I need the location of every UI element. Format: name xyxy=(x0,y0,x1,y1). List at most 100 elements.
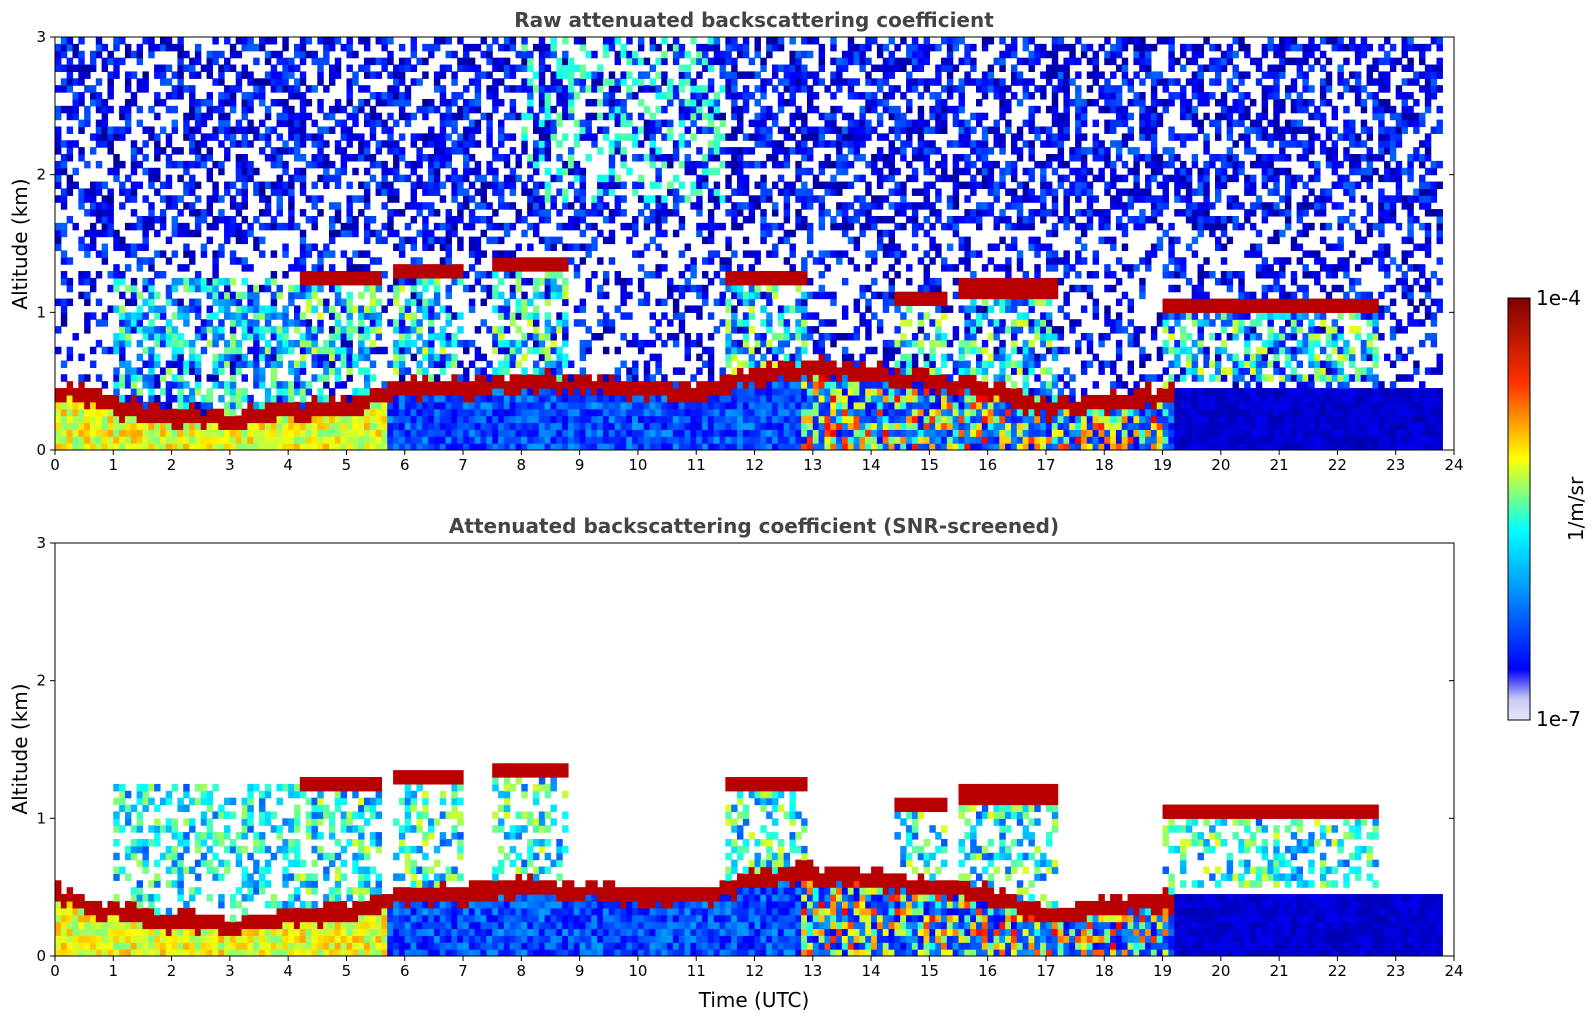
heatmap-cell xyxy=(282,346,289,355)
heatmap-cell xyxy=(556,236,563,245)
heatmap-cell xyxy=(678,436,686,444)
heatmap-cell xyxy=(177,71,184,79)
heatmap-cell xyxy=(731,415,738,424)
heatmap-cell xyxy=(661,388,668,396)
heatmap-cell xyxy=(352,215,359,224)
heatmap-cell xyxy=(748,133,756,141)
heatmap-cell xyxy=(760,339,767,348)
heatmap-cell xyxy=(288,112,295,121)
heatmap-cell xyxy=(177,277,184,286)
heatmap-cell xyxy=(416,174,423,183)
heatmap-cell xyxy=(200,119,208,128)
heatmap-cell xyxy=(253,339,260,348)
heatmap-cell xyxy=(678,112,686,121)
heatmap-cell xyxy=(323,443,330,450)
heatmap-cell xyxy=(224,112,231,121)
heatmap-cell xyxy=(480,50,487,59)
heatmap-cell xyxy=(317,98,324,107)
heatmap-cell xyxy=(591,50,598,59)
heatmap-cell xyxy=(95,140,103,148)
heatmap-cell xyxy=(159,71,167,79)
heatmap-cell xyxy=(492,408,499,417)
heatmap-cell xyxy=(678,85,686,93)
heatmap-cell xyxy=(451,71,458,79)
heatmap-cell xyxy=(707,360,715,368)
heatmap-cell xyxy=(620,408,627,417)
heatmap-cell xyxy=(672,381,680,389)
heatmap-cell xyxy=(381,181,388,190)
heatmap-cell xyxy=(556,422,563,430)
heatmap-cell xyxy=(328,277,336,286)
heatmap-cell xyxy=(614,133,622,141)
heatmap-cell xyxy=(620,119,627,128)
heatmap-cell xyxy=(212,381,219,389)
heatmap-cell xyxy=(276,195,283,203)
heatmap-cell xyxy=(78,243,85,251)
heatmap-cell xyxy=(865,429,872,437)
heatmap-cell xyxy=(841,250,849,258)
heatmap-cell xyxy=(189,415,196,424)
heatmap-cell xyxy=(84,422,91,430)
heatmap-cell xyxy=(247,229,254,238)
heatmap-cell xyxy=(428,408,435,417)
heatmap-cell xyxy=(766,78,773,86)
heatmap-cell xyxy=(725,326,732,334)
heatmap-cell xyxy=(89,64,97,73)
heatmap-cell xyxy=(148,264,155,272)
heatmap-cell xyxy=(78,71,85,79)
heatmap-cell xyxy=(107,394,114,403)
heatmap-cell xyxy=(95,105,103,114)
heatmap-cell xyxy=(218,332,225,341)
heatmap-cell xyxy=(655,422,662,430)
heatmap-cell xyxy=(830,119,837,128)
heatmap-cell xyxy=(795,50,802,59)
heatmap-cell xyxy=(387,147,394,155)
heatmap-cell xyxy=(538,291,546,300)
heatmap-cell xyxy=(731,305,738,313)
heatmap-cell xyxy=(515,174,522,183)
heatmap-cell xyxy=(323,436,330,444)
heatmap-cell xyxy=(731,374,738,382)
heatmap-cell xyxy=(346,305,353,313)
heatmap-cell xyxy=(515,215,522,224)
heatmap-cell xyxy=(532,257,540,265)
heatmap-cell xyxy=(328,71,336,79)
heatmap-cell xyxy=(795,271,802,279)
heatmap-cell xyxy=(672,229,680,238)
heatmap-cell xyxy=(702,43,709,52)
heatmap-cell xyxy=(515,443,522,450)
heatmap-cell xyxy=(259,367,266,375)
heatmap-cell xyxy=(218,298,225,307)
heatmap-cell xyxy=(165,64,173,73)
heatmap-cell xyxy=(171,312,179,320)
heatmap-cell xyxy=(731,381,738,389)
heatmap-cell xyxy=(369,284,377,293)
heatmap-cell xyxy=(503,394,511,403)
heatmap-cell xyxy=(194,277,202,286)
heatmap-cell xyxy=(748,160,756,169)
heatmap-cell xyxy=(218,71,225,79)
heatmap-cell xyxy=(836,78,843,86)
heatmap-cell xyxy=(363,119,371,128)
heatmap-cell xyxy=(678,291,686,300)
heatmap-cell xyxy=(591,133,598,141)
heatmap-cell xyxy=(760,388,767,396)
heatmap-cell xyxy=(544,443,552,450)
heatmap-cell xyxy=(795,209,802,217)
heatmap-cell xyxy=(812,78,820,86)
heatmap-cell xyxy=(194,332,202,341)
heatmap-cell xyxy=(119,277,126,286)
heatmap-cell xyxy=(771,346,779,355)
heatmap-cell xyxy=(707,43,715,52)
heatmap-cell xyxy=(538,181,546,190)
heatmap-cell xyxy=(84,188,91,196)
heatmap-cell xyxy=(206,319,213,327)
heatmap-cell xyxy=(742,443,750,450)
heatmap-cell xyxy=(253,381,260,389)
heatmap-cell xyxy=(777,401,785,410)
heatmap-cell xyxy=(165,388,173,396)
heatmap-cell xyxy=(317,160,324,169)
heatmap-cell xyxy=(264,339,272,348)
heatmap-cell xyxy=(737,339,744,348)
heatmap-cell xyxy=(544,154,552,162)
